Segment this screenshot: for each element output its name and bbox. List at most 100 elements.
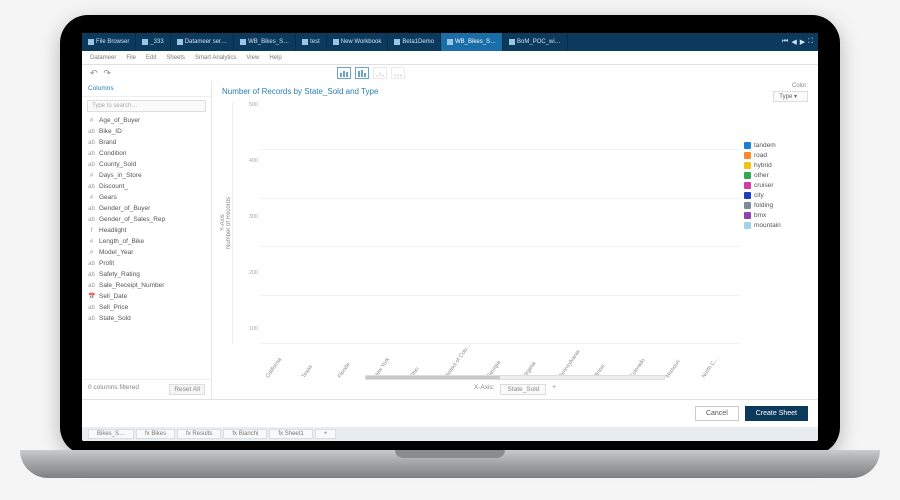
legend-swatch [744, 212, 751, 219]
column-item[interactable]: abGender_of_Buyer [82, 203, 211, 214]
redo-icon[interactable]: ↷ [104, 68, 112, 79]
legend-item[interactable]: folding [744, 202, 810, 209]
chart-type-bar-icon[interactable] [337, 67, 351, 79]
sidebar-search-input[interactable]: Type to search… [87, 100, 206, 112]
legend-item[interactable]: bmx [744, 212, 810, 219]
app-tab[interactable]: WB_Bikes_S… [441, 33, 503, 51]
create-sheet-button[interactable]: Create Sheet [745, 406, 808, 421]
menu-item[interactable]: Sheets [166, 55, 185, 61]
window-control-icon[interactable]: ◀ [791, 38, 796, 46]
sidebar-heading: Columns [82, 81, 211, 97]
sheet-tab[interactable]: fx Results [177, 429, 221, 439]
column-item[interactable]: abCounty_Sold [82, 159, 211, 170]
type-glyph-icon: ab [88, 140, 95, 146]
type-glyph-icon: ab [88, 283, 95, 289]
column-label: Discount_ [99, 183, 128, 190]
sheet-tab[interactable]: fx Sheet1 [269, 429, 312, 439]
column-item[interactable]: abSafety_Rating [82, 269, 211, 280]
reset-all-button[interactable]: Reset All [169, 384, 205, 395]
type-glyph-icon: ab [88, 272, 95, 278]
column-item[interactable]: #Gears [82, 192, 211, 203]
legend-item[interactable]: cruiser [744, 182, 810, 189]
legend-item[interactable]: city [744, 192, 810, 199]
window-control-icon[interactable]: ▶ [800, 38, 805, 46]
menu-item[interactable]: View [246, 55, 259, 61]
app-tab[interactable]: Beta1Demo [388, 33, 441, 51]
sheet-tab[interactable]: fx Bikes [136, 429, 175, 439]
legend-swatch [744, 202, 751, 209]
column-item[interactable]: abSale_Receipt_Number [82, 280, 211, 291]
column-item[interactable]: abGender_of_Sales_Rep [82, 214, 211, 225]
chart-scrollbar-thumb[interactable] [366, 376, 500, 379]
legend-item[interactable]: mountain [744, 222, 810, 229]
chart-type-area-icon[interactable] [391, 67, 405, 79]
tab-icon [447, 39, 453, 45]
dialog-footer: Cancel Create Sheet [82, 399, 818, 427]
menu-item[interactable]: Help [269, 55, 281, 61]
column-item[interactable]: #Age_of_Buyer [82, 115, 211, 126]
app-tab[interactable]: BoM_POC_wi… [503, 33, 568, 51]
add-sheet-button[interactable]: + [315, 429, 337, 439]
column-label: County_Sold [99, 161, 136, 168]
column-label: Condition [99, 150, 126, 157]
legend-item[interactable]: hybrid [744, 162, 810, 169]
legend-item[interactable]: other [744, 172, 810, 179]
cancel-button[interactable]: Cancel [695, 406, 739, 421]
column-item[interactable]: 📅Sell_Date [82, 291, 211, 302]
menu-item[interactable]: Smart Analytics [195, 55, 236, 61]
column-label: Days_in_Store [99, 172, 142, 179]
top-tabstrip: File Browser_333Datameer ser…WB_Bikes_S…… [82, 33, 818, 51]
laptop-frame: File Browser_333Datameer ser…WB_Bikes_S…… [60, 15, 840, 455]
legend-label: bmx [754, 212, 766, 219]
column-item[interactable]: #Model_Year [82, 247, 211, 258]
legend-item[interactable]: tandem [744, 142, 810, 149]
y-ticks: 500400300200100 [242, 102, 258, 332]
filter-status: 0 columns filtered [88, 384, 139, 395]
column-item[interactable]: fHeadlight [82, 225, 211, 236]
x-axis-pill[interactable]: State_Sold [500, 384, 546, 395]
legend-item[interactable]: road [744, 152, 810, 159]
app-tab[interactable]: Datameer ser… [171, 33, 234, 51]
app-tab[interactable]: test [296, 33, 327, 51]
legend-label: mountain [754, 222, 781, 229]
menu-item[interactable]: Datameer [90, 55, 116, 61]
menu-item[interactable]: File [126, 55, 136, 61]
chart-type-stacked-icon[interactable] [355, 67, 369, 79]
type-glyph-icon: # [88, 118, 95, 124]
chart-scrollbar[interactable] [365, 375, 665, 380]
color-dropdown[interactable]: Type ▾ [773, 91, 808, 102]
sheet-tab[interactable]: Bikes_S… [88, 429, 134, 439]
column-item[interactable]: abCondition [82, 148, 211, 159]
legend-label: hybrid [754, 162, 772, 169]
column-item[interactable]: abDiscount_ [82, 181, 211, 192]
tab-icon [333, 39, 339, 45]
app-tab[interactable]: _333 [136, 33, 170, 51]
type-glyph-icon: # [88, 239, 95, 245]
column-list: #Age_of_BuyerabBike_IDabBrandabCondition… [82, 115, 211, 379]
column-item[interactable]: #Days_in_Store [82, 170, 211, 181]
window-control-icon[interactable]: ⏮ [782, 38, 788, 46]
app-tab[interactable]: New Workbook [327, 33, 389, 51]
sheet-tab[interactable]: fx Bianchi [223, 429, 267, 439]
column-item[interactable]: abState_Sold [82, 313, 211, 324]
undo-icon[interactable]: ↶ [90, 68, 98, 79]
type-glyph-icon: ab [88, 129, 95, 135]
app-tab[interactable]: File Browser [82, 33, 136, 51]
column-item[interactable]: abProfit [82, 258, 211, 269]
column-item[interactable]: abBike_ID [82, 126, 211, 137]
column-label: State_Sold [99, 315, 131, 322]
menu-item[interactable]: Edit [146, 55, 156, 61]
column-item[interactable]: #Length_of_Bike [82, 236, 211, 247]
legend-label: tandem [754, 142, 776, 149]
y-axis-inner-label: Number of Records [226, 102, 233, 344]
window-control-icon[interactable]: ⛶ [808, 38, 813, 46]
type-glyph-icon: # [88, 250, 95, 256]
legend: tandem road hybrid other cruiser city folding b… [740, 102, 810, 344]
sidebar-footer: 0 columns filtered Reset All [82, 379, 211, 399]
column-item[interactable]: abSell_Price [82, 302, 211, 313]
chart-type-line-icon[interactable] [373, 67, 387, 79]
column-item[interactable]: abBrand [82, 137, 211, 148]
legend-swatch [744, 172, 751, 179]
app-tab[interactable]: WB_Bikes_S… [234, 33, 296, 51]
x-axis-add-icon[interactable]: + [552, 384, 556, 395]
